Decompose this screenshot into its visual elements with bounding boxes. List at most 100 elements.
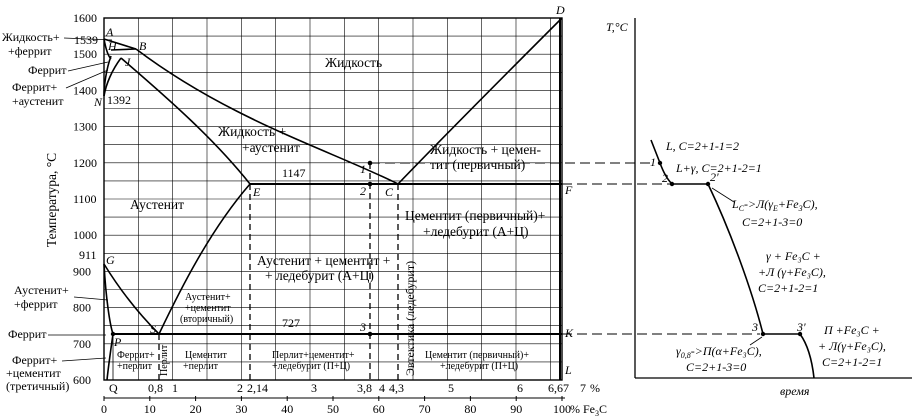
peritectic-hjb — [110, 48, 137, 51]
leader-annot-3 — [711, 187, 735, 203]
region-cem-perl-1: Цементит — [185, 350, 228, 361]
fe3c-tick-label: 80 — [464, 402, 476, 416]
cooling-point-3-prime — [797, 331, 803, 337]
cooling-label-1: 1 — [650, 155, 656, 169]
cooling-annot-4b: +Л (γ+Fe₃C), — [758, 265, 826, 279]
region-liquid-austenite-1: Жидкость + — [218, 124, 286, 139]
point-g: G — [106, 253, 115, 267]
label-ferrite-top: Феррит — [28, 63, 67, 77]
label-ferrite-austenite-1: Феррит+ — [12, 80, 57, 94]
point-j: J — [125, 55, 131, 69]
temp-1539: 1539 — [74, 33, 98, 47]
line-es — [158, 183, 251, 335]
leader-annot-5 — [749, 336, 763, 346]
point-h: H — [107, 39, 118, 53]
y-tick-label: 1400 — [73, 83, 97, 97]
y-tick-label: 900 — [73, 264, 91, 278]
fe3c-axis-ticks: 0 10 20 30 40 50 60 70 80 90 100 — [101, 396, 571, 416]
label-austenite-ferrite-2: +феррит — [14, 297, 58, 311]
label-ferrite-cem-3: (третичный) — [6, 379, 69, 393]
temp-1392: 1392 — [107, 93, 131, 107]
label-ferrite-cem-1: Феррит+ — [12, 353, 57, 367]
label-austenite-ferrite-1: Аустенит+ — [14, 283, 69, 297]
y-tick-label: 1500 — [73, 47, 97, 61]
cooling-annot-5b: C=2+1-3=0 — [686, 360, 746, 374]
y-axis-title: Температура, °С — [44, 153, 59, 247]
cooling-annot-6b: + Л(γ+Fe₃C), — [818, 339, 886, 353]
point-d: D — [555, 3, 565, 17]
label-ferrite-low: Феррит — [8, 327, 47, 341]
region-liquid-austenite-2: +аустенит — [242, 140, 300, 155]
line-pq — [106, 333, 114, 381]
point-a: A — [105, 25, 114, 39]
leader-ferrite-top — [67, 61, 109, 72]
cooling-annot-6a: П +Fe₃C + — [823, 323, 880, 337]
cooling-annot-2: L+γ, C=2+1-2=1 — [675, 161, 762, 175]
cooling-annot-3: LC->Л(γE+Fe3C), — [731, 197, 818, 213]
alloy-point-1: 1 — [360, 162, 366, 176]
temp-727: 727 — [282, 316, 300, 330]
line-gp — [103, 263, 114, 335]
cooling-point-2-prime — [705, 181, 711, 187]
cooling-label-2: 2 — [662, 171, 668, 185]
alloy-point-2: 2 — [360, 184, 366, 198]
carbon-axis-labels: Q 0,8 1 2 2,14 3 3,8 4 4,3 5 6 6,67 7 % — [109, 381, 600, 395]
region-cem-ledeb-2: +ледебурит (А+Ц) — [423, 224, 528, 239]
region-aus-cem-ledeb-2: + ледебурит (А+Ц) — [265, 268, 374, 283]
point-p-dot — [110, 331, 116, 337]
carbon-label-0-8: 0,8 — [148, 381, 163, 395]
alloy-point-3: 3 — [359, 320, 366, 334]
chart-grid — [104, 18, 562, 380]
cooling-curve-panel: T,°C время 1 2 2' 3 3' L, C=2+1-1=2 L+γ,… — [606, 18, 912, 398]
region-aus-sec-3: (вторичный) — [180, 314, 233, 325]
carbon-label-3-8: 3,8 — [357, 381, 372, 395]
carbon-label-5: 5 — [448, 381, 454, 395]
carbon-label-6: 6 — [517, 381, 523, 395]
y-tick-label: 1100 — [73, 192, 97, 206]
label-liquid-ferrite-1: Жидкость+ — [2, 30, 60, 44]
solidus-je — [120, 57, 251, 185]
cooling-point-1 — [657, 160, 663, 166]
region-austenite: Аустенит — [130, 197, 184, 212]
y-tick-label: 1000 — [73, 228, 97, 242]
fe3c-tick-label: 10 — [144, 402, 156, 416]
fe3c-unit: % — [570, 402, 580, 416]
region-perl-cem-led-1: Перлит+цементит+ — [272, 350, 355, 361]
region-cem-prim-led-1: Цементит (первичный)+ — [425, 350, 529, 361]
y-axis-ticks: 1600 1500 1400 1300 1200 1100 1000 900 800 700 600 — [73, 11, 97, 387]
cooling-annot-5a: γ0,8->П(α+Fe₃C), — [676, 344, 762, 360]
carbon-label-2: 2 — [237, 381, 243, 395]
carbon-label-q: Q — [109, 381, 118, 395]
cooling-x-title: время — [780, 384, 810, 398]
line-jn — [103, 57, 122, 97]
chart-frame — [103, 17, 563, 381]
region-liquid-cementite-2: тит (первичный) — [430, 157, 525, 172]
point-l: L — [564, 363, 572, 377]
fe3c-tick-label: 70 — [419, 402, 431, 416]
fe3c-tick-label: 0 — [101, 402, 107, 416]
line-ab — [103, 38, 137, 50]
cooling-label-2p: 2' — [710, 170, 719, 184]
region-cem-ledeb-1: Цементит (первичный)+ — [405, 208, 545, 223]
temp-911: 911 — [79, 248, 97, 262]
region-fer-perl-1: Феррит+ — [117, 350, 155, 361]
cooling-y-title: T,°C — [606, 20, 629, 34]
carbon-label-7: 7 — [580, 381, 586, 395]
region-cem-prim-led-2: +ледебурит (П+Ц) — [440, 361, 518, 372]
point-b: B — [139, 39, 147, 53]
region-liquid: Жидкость — [325, 55, 382, 70]
main-chart: 1600150014001300120011001000900800700600… — [2, 3, 607, 418]
point-p: P — [113, 335, 122, 349]
region-fer-perl-2: +перлит — [117, 361, 153, 372]
label-ferrite-cem-2: +цементит — [6, 366, 62, 380]
point-s: S — [150, 322, 156, 336]
fe3c-tick-label: 40 — [281, 402, 293, 416]
region-aus-sec-1: Аустенит+ — [185, 292, 231, 303]
carbon-label-3: 3 — [311, 381, 317, 395]
y-tick-label: 600 — [73, 373, 91, 387]
liquidus-bc — [135, 48, 399, 185]
label-liquid-ferrite-2: +феррит — [8, 44, 52, 58]
carbon-unit: % — [590, 381, 600, 395]
carbon-label-6-67: 6,67 — [548, 381, 569, 395]
line-gs — [103, 263, 160, 335]
